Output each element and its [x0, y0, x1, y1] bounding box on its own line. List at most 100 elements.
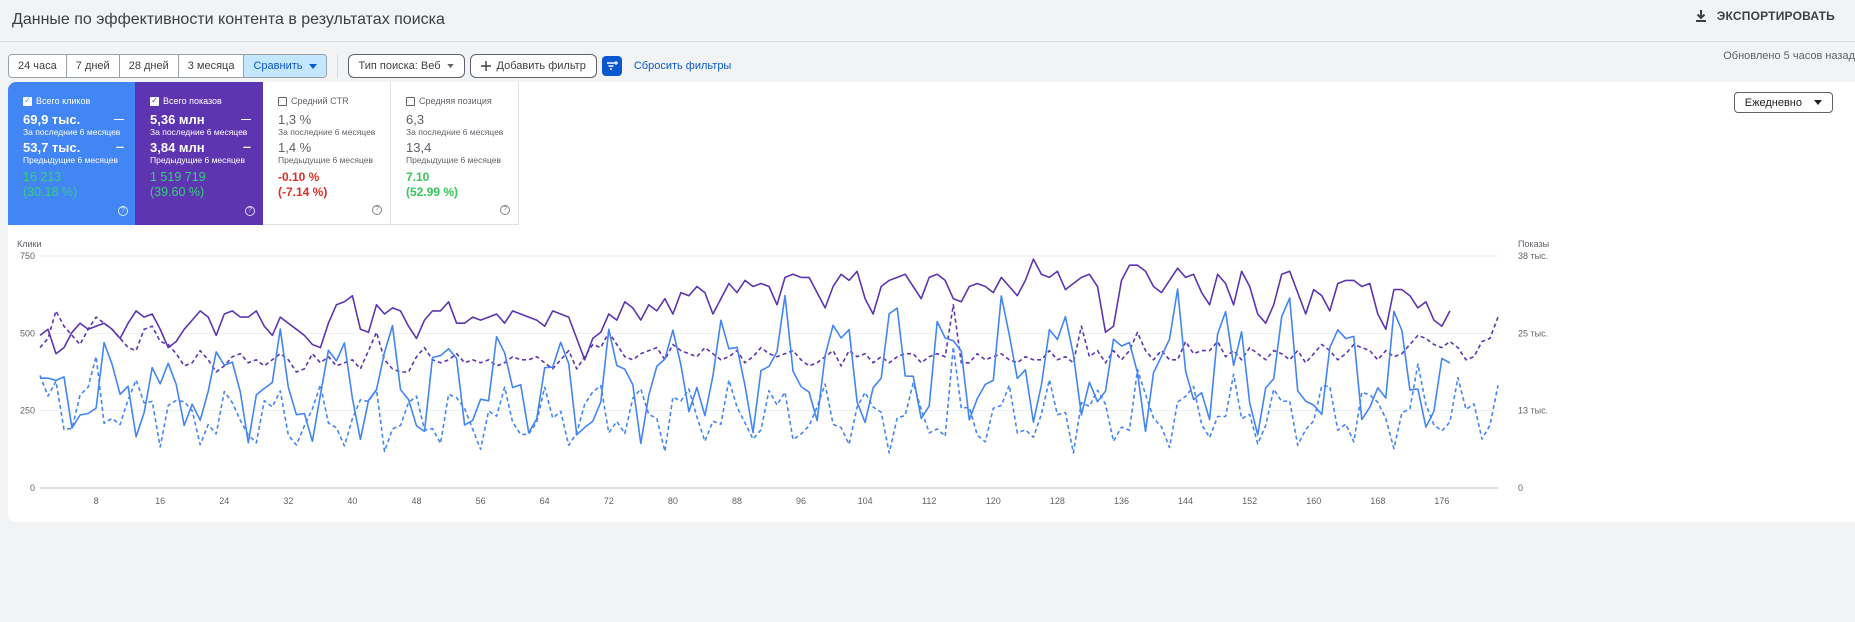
metric-current-value: 1,3 % — [278, 112, 312, 127]
x-tick-label: 24 — [219, 496, 229, 506]
performance-card: ✓ Всего кликов 69,9 тыс. — За последние 6 … — [8, 82, 1855, 522]
solid-line-icon: — — [114, 114, 124, 125]
range-7d[interactable]: 7 дней — [67, 55, 120, 77]
checkbox-unchecked-icon[interactable] — [278, 96, 287, 106]
x-tick-label: 176 — [1434, 496, 1449, 506]
caret-down-icon — [446, 64, 454, 68]
metric-previous-value: 53,7 тыс. — [23, 140, 81, 155]
range-28d[interactable]: 28 дней — [120, 55, 179, 77]
metric-previous-label: Предыдущие 6 месяцев — [23, 155, 119, 165]
filter-icon — [606, 61, 618, 70]
x-tick-label: 120 — [986, 496, 1001, 506]
x-tick-label: 160 — [1306, 496, 1321, 506]
help-icon[interactable]: ? — [245, 206, 255, 216]
metric-delta-pct: (52.99 %) — [406, 185, 459, 199]
metric-delta-pct: (39.60 %) — [150, 185, 205, 199]
checkbox-checked-icon[interactable]: ✓ — [23, 96, 32, 106]
y-tick-label-right: 13 тыс. — [1518, 406, 1548, 416]
compare-label: Сравнить — [253, 60, 303, 72]
series-clicks-previous — [39, 346, 1499, 454]
metric-previous-label: Предыдущие 6 месяцев — [150, 155, 246, 165]
metric-previous-value: 1,4 % — [278, 140, 312, 155]
caret-down-icon — [1814, 100, 1822, 105]
metric-name: Средняя позиция — [419, 96, 492, 106]
metric-avg-position[interactable]: Средняя позиция 6,3 За последние 6 месяц… — [391, 82, 519, 225]
metric-current-label: За последние 6 месяцев — [406, 127, 504, 137]
caret-down-icon — [308, 63, 317, 69]
checkbox-checked-icon[interactable]: ✓ — [150, 96, 159, 106]
search-type-label: Тип поиска: Веб — [358, 60, 441, 72]
metric-delta: 1 519 719 — [150, 170, 206, 184]
metric-current-value: 5,36 млн — [150, 112, 205, 127]
metric-previous-value: 3,84 млн — [150, 140, 205, 155]
metric-current-value: 69,9 тыс. — [23, 112, 81, 127]
y-tick-label-right: 0 — [1518, 483, 1523, 493]
x-tick-label: 48 — [412, 496, 422, 506]
metric-delta-pct: (30.18 %) — [23, 185, 78, 199]
x-tick-label: 96 — [796, 496, 806, 506]
metric-previous-label: Предыдущие 6 месяцев — [406, 155, 502, 165]
metric-delta: 16 213 — [23, 170, 62, 184]
performance-chart[interactable]: 0 0 250 13 тыс. 500 25 тыс. 750 38 тыс. Клики Пок… — [8, 82, 1855, 522]
add-filter-button[interactable]: Добавить фильтр — [469, 54, 597, 78]
filter-settings-button[interactable] — [601, 56, 622, 76]
dashed-line-icon: --- — [116, 142, 124, 153]
series-impressions-previous — [39, 304, 1499, 373]
x-tick-label: 88 — [732, 496, 742, 506]
x-tick-label: 112 — [922, 496, 936, 506]
metric-delta-pct: (-7.14 %) — [278, 185, 328, 199]
metric-avg-ctr[interactable]: Средний CTR 1,3 % За последние 6 месяцев… — [263, 82, 391, 225]
x-tick-label: 144 — [1178, 496, 1193, 506]
x-tick-label: 32 — [283, 496, 293, 506]
reset-filters-link[interactable]: Сбросить фильтры — [633, 60, 732, 72]
help-icon[interactable]: ? — [118, 206, 128, 216]
x-tick-label: 64 — [540, 496, 550, 506]
y-axis-label-left: Клики — [17, 239, 42, 249]
plus-icon — [480, 61, 491, 71]
metric-current-label: За последние 6 месяцев — [278, 127, 376, 137]
compare-button[interactable]: Сравнить — [244, 55, 326, 77]
x-tick-label: 56 — [476, 496, 486, 506]
date-range-selector: 24 часа 7 дней 28 дней 3 месяца Сравнить — [8, 54, 327, 78]
download-icon — [1695, 10, 1706, 22]
metric-delta: -0.10 % — [278, 170, 320, 184]
x-tick-label: 8 — [94, 496, 99, 506]
x-tick-label: 136 — [1114, 496, 1129, 506]
dashed-line-icon: --- — [243, 142, 251, 153]
metric-delta: 7.10 — [406, 170, 430, 184]
series-clicks-current — [40, 288, 1451, 445]
metric-previous-label: Предыдущие 6 месяцев — [278, 155, 374, 165]
granularity-label: Ежедневно — [1744, 96, 1802, 109]
help-icon[interactable]: ? — [500, 205, 510, 215]
y-tick-label-left: 250 — [20, 406, 35, 416]
y-axis-label-right: Показы — [1518, 239, 1549, 249]
range-3m[interactable]: 3 месяца — [179, 55, 245, 77]
metric-current-label: За последние 6 месяцев — [150, 127, 248, 137]
series-impressions-current — [39, 258, 1451, 361]
x-tick-label: 16 — [155, 496, 165, 506]
metric-total-clicks[interactable]: ✓ Всего кликов 69,9 тыс. — За последние 6 … — [8, 82, 136, 225]
metric-total-impressions[interactable]: ✓ Всего показов 5,36 млн — За последние 6 … — [135, 82, 263, 225]
y-tick-label-left: 500 — [20, 328, 35, 338]
x-tick-label: 152 — [1242, 496, 1257, 506]
checkbox-unchecked-icon[interactable] — [406, 96, 415, 106]
add-filter-label: Добавить фильтр — [496, 60, 586, 72]
x-tick-label: 104 — [858, 496, 873, 506]
x-tick-label: 80 — [668, 496, 678, 506]
export-button[interactable]: ЭКСПОРТИРОВАТЬ — [1693, 8, 1835, 24]
range-24h[interactable]: 24 часа — [9, 55, 67, 77]
metric-name: Средний CTR — [291, 96, 349, 106]
header-divider — [0, 41, 1855, 42]
y-tick-label-left: 0 — [30, 483, 35, 493]
filter-bar: 24 часа 7 дней 28 дней 3 месяца Сравнить… — [8, 54, 731, 78]
page-title: Данные по эффективности контента в резул… — [12, 11, 445, 28]
metric-name: Всего показов — [163, 96, 222, 106]
x-tick-label: 40 — [347, 496, 357, 506]
metric-name: Всего кликов — [36, 96, 91, 106]
y-tick-label-right: 25 тыс. — [1518, 328, 1548, 338]
help-icon[interactable]: ? — [372, 205, 382, 215]
metric-current-value: 6,3 — [406, 112, 425, 127]
granularity-dropdown[interactable]: Ежедневно — [1733, 92, 1833, 113]
search-type-chip[interactable]: Тип поиска: Веб — [347, 54, 465, 78]
filter-separator — [336, 54, 338, 78]
